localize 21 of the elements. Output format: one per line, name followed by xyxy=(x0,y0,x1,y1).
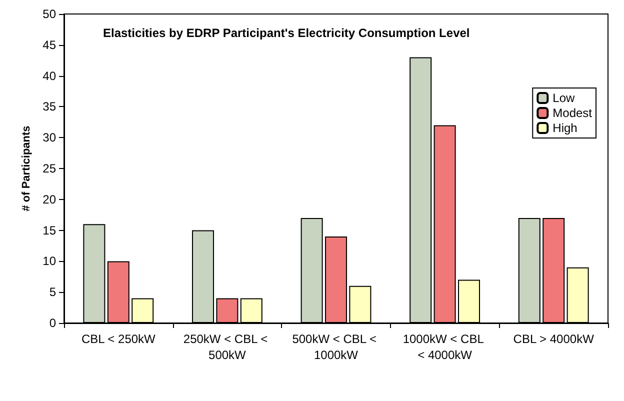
y-tick-label: 25 xyxy=(42,162,56,176)
text: Elasticities by EDRP Participant's Electricity Consumption Level xyxy=(103,26,470,40)
y-tick-label: 50 xyxy=(42,7,56,21)
y-tick-label: 5 xyxy=(49,285,56,300)
y-tick-label: 10 xyxy=(42,254,56,268)
x-tick-label: 250kW < CBL < 500kW xyxy=(183,332,272,362)
y-tick-label: 0 xyxy=(49,316,56,330)
y-axis-title: # of Participants xyxy=(20,126,32,212)
x-tick-label: 500kW < CBL < 1000kW xyxy=(292,332,380,362)
x-tick-label: CBL > 4000kW xyxy=(513,332,595,346)
y-tick-label: 40 xyxy=(42,68,56,83)
x-tick-label: 1000kW < CBL < 4000kW xyxy=(402,332,487,362)
y-tick-label: 20 xyxy=(42,192,56,206)
legend-label: Low xyxy=(552,91,575,105)
legend-label: High xyxy=(552,121,578,135)
y-tick-label: 35 xyxy=(42,100,56,114)
y-tick-label: 30 xyxy=(42,130,56,145)
legend-label: Modest xyxy=(552,106,593,120)
y-tick-label: 15 xyxy=(42,223,56,238)
x-tick-label: CBL < 250kW xyxy=(81,332,156,346)
y-tick-label: 45 xyxy=(42,38,56,52)
